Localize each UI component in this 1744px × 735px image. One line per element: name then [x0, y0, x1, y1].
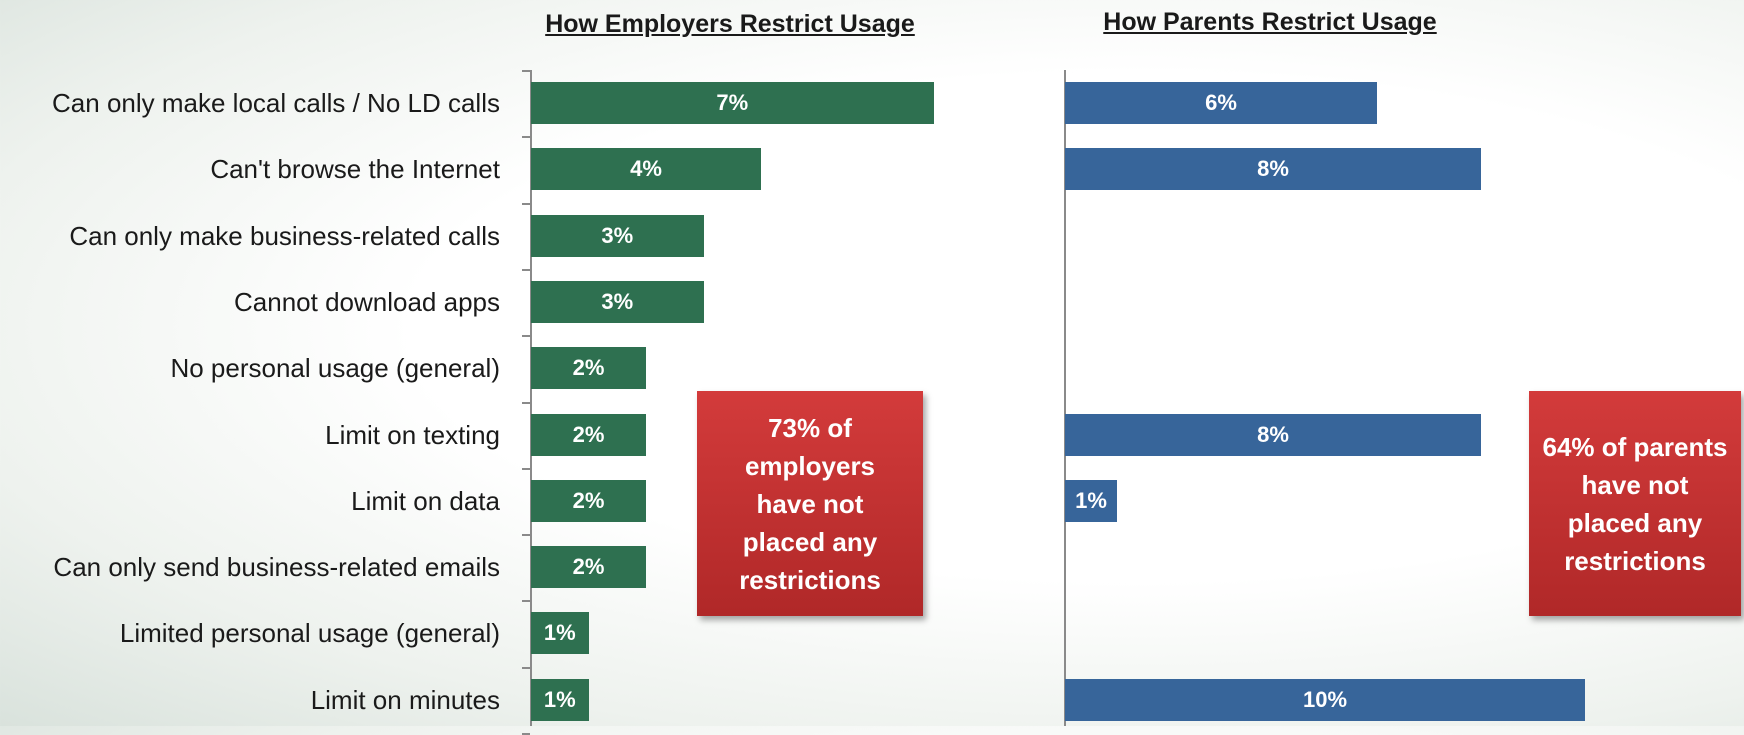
- parents-callout: 64% of parents have not placed any restr…: [1529, 391, 1741, 616]
- employers-bar: [531, 612, 589, 655]
- category-label: Cannot download apps: [234, 286, 500, 317]
- employers-bar: [531, 280, 704, 323]
- employers-bar: [531, 546, 646, 589]
- employers-callout: 73% of employers have not placed any res…: [697, 391, 923, 616]
- parents-bar-value-label: 8%: [1257, 421, 1289, 447]
- category-label: Can only make business-related calls: [69, 220, 500, 251]
- parents-bar-value-label: 10%: [1302, 686, 1348, 712]
- parents-bar-value-label: 1%: [1075, 487, 1107, 513]
- parents-bar: [1065, 678, 1585, 721]
- parents-bar: [1065, 479, 1117, 522]
- employers-bar-value-label: 2%: [572, 355, 605, 381]
- parents-bar: [1065, 82, 1377, 124]
- category-label: Can only send business-related emails: [53, 552, 500, 583]
- parents-bar-value-label: 6%: [1205, 90, 1237, 115]
- employers-axis-tick: [522, 666, 530, 669]
- employers-bar-value-label: 3%: [601, 222, 634, 248]
- employers-axis-tick: [522, 534, 530, 537]
- employers-bar-value-label: 3%: [601, 288, 634, 314]
- employers-bar-value-label: 2%: [572, 554, 605, 580]
- employers-axis-tick: [522, 70, 530, 72]
- employers-axis-tick: [522, 202, 530, 205]
- category-label: Can't browse the Internet: [210, 154, 500, 185]
- parents-bar: [1065, 413, 1481, 456]
- employers-axis-tick: [522, 467, 530, 470]
- parents-chart-title: How Parents Restrict Usage: [1103, 8, 1437, 36]
- employers-bar-value-label: 1%: [543, 620, 576, 646]
- category-label: Limited personal usage (general): [119, 618, 500, 649]
- employers-bar-value-label: 2%: [572, 421, 605, 447]
- employers-bar-value-label: 4%: [630, 156, 662, 182]
- employers-bar-value-label: 2%: [572, 487, 605, 513]
- category-label: Limit on minutes: [310, 684, 500, 715]
- employers-bar: [531, 347, 646, 390]
- employers-axis-tick: [522, 268, 530, 271]
- category-label: Can only make local calls / No LD calls: [52, 88, 500, 118]
- employers-bar: [531, 148, 761, 191]
- employers-bar: [531, 214, 704, 257]
- parents-bar: [1065, 148, 1481, 191]
- employers-bar: [531, 82, 934, 124]
- parents-bar-value-label: 8%: [1257, 156, 1289, 182]
- employers-axis-line: [530, 70, 532, 726]
- parents-callout-text: 64% of parents have not placed any restr…: [1542, 431, 1728, 576]
- employers-axis-tick: [522, 600, 530, 603]
- employers-bar-value-label: 7%: [716, 90, 749, 115]
- employers-callout-text: 73% of employers have not placed any res…: [739, 412, 881, 595]
- employers-bar: [531, 413, 646, 456]
- employers-chart-title: How Employers Restrict Usage: [545, 10, 915, 38]
- employers-axis-tick: [522, 335, 530, 338]
- employers-bar-value-label: 1%: [543, 686, 576, 712]
- employers-bar: [531, 479, 646, 522]
- employers-axis-tick: [522, 136, 530, 139]
- category-label: Limit on texting: [325, 419, 500, 450]
- employers-axis-tick: [522, 401, 530, 404]
- category-label: No personal usage (general): [170, 353, 500, 384]
- parents-axis-line: [1064, 70, 1066, 726]
- employers-bar: [531, 678, 589, 721]
- category-label: Limit on data: [351, 485, 500, 516]
